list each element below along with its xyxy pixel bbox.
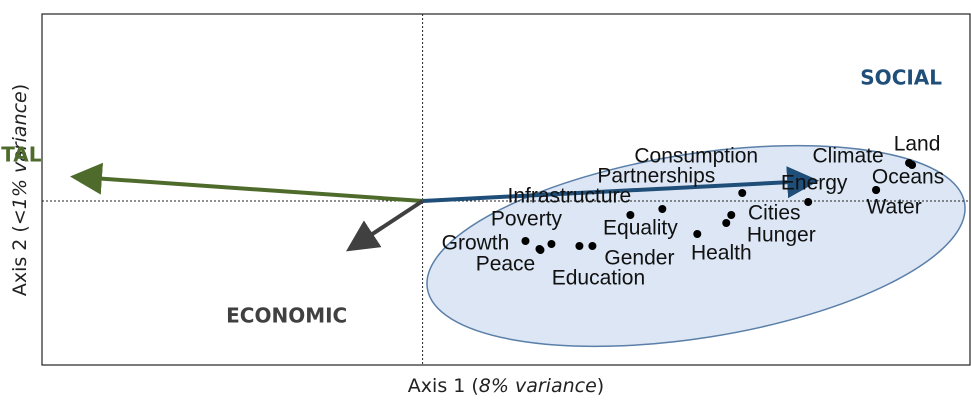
point: [908, 161, 917, 169]
point: [658, 205, 667, 213]
point-label: Cities: [748, 202, 801, 225]
point-label: Peace: [476, 253, 536, 276]
vector-label: ECONOMIC: [226, 304, 347, 328]
point-label: Growth: [442, 232, 510, 255]
loading-vector: [345, 199, 424, 252]
point: [536, 246, 545, 254]
point-label: Partnerships: [597, 165, 715, 188]
point: [626, 211, 635, 219]
vector-label: SOCIAL: [860, 66, 942, 90]
point: [722, 219, 731, 227]
point-label: Oceans: [872, 166, 944, 189]
point-label: Consumption: [634, 145, 758, 168]
point-label: Hunger: [747, 224, 816, 247]
point-label: Infrastructure: [508, 185, 632, 208]
point: [575, 242, 584, 250]
plot-frame: [41, 13, 971, 366]
point-label: Climate: [813, 145, 884, 168]
point: [588, 242, 597, 250]
point-label: Poverty: [491, 208, 563, 231]
point-label: Education: [552, 267, 645, 290]
point-label: Health: [691, 242, 752, 265]
y-axis-label: Axis 2 (<1% variance): [9, 84, 31, 296]
point: [547, 240, 556, 248]
point: [872, 186, 881, 194]
point-label: Land: [894, 133, 941, 156]
vector-label: ENVIRONMENTAL: [0, 143, 42, 167]
point-label: Water: [866, 196, 921, 219]
point: [521, 237, 530, 245]
loading-vector: [422, 166, 820, 203]
point: [738, 189, 747, 197]
point: [804, 198, 813, 206]
point: [693, 230, 702, 238]
loading-vector: [69, 162, 423, 203]
point: [727, 211, 736, 219]
point-label: Equality: [603, 217, 678, 240]
x-axis-label: Axis 1 (8% variance): [408, 375, 604, 397]
point-label: Energy: [781, 172, 848, 195]
point-label: Gender: [604, 247, 674, 270]
